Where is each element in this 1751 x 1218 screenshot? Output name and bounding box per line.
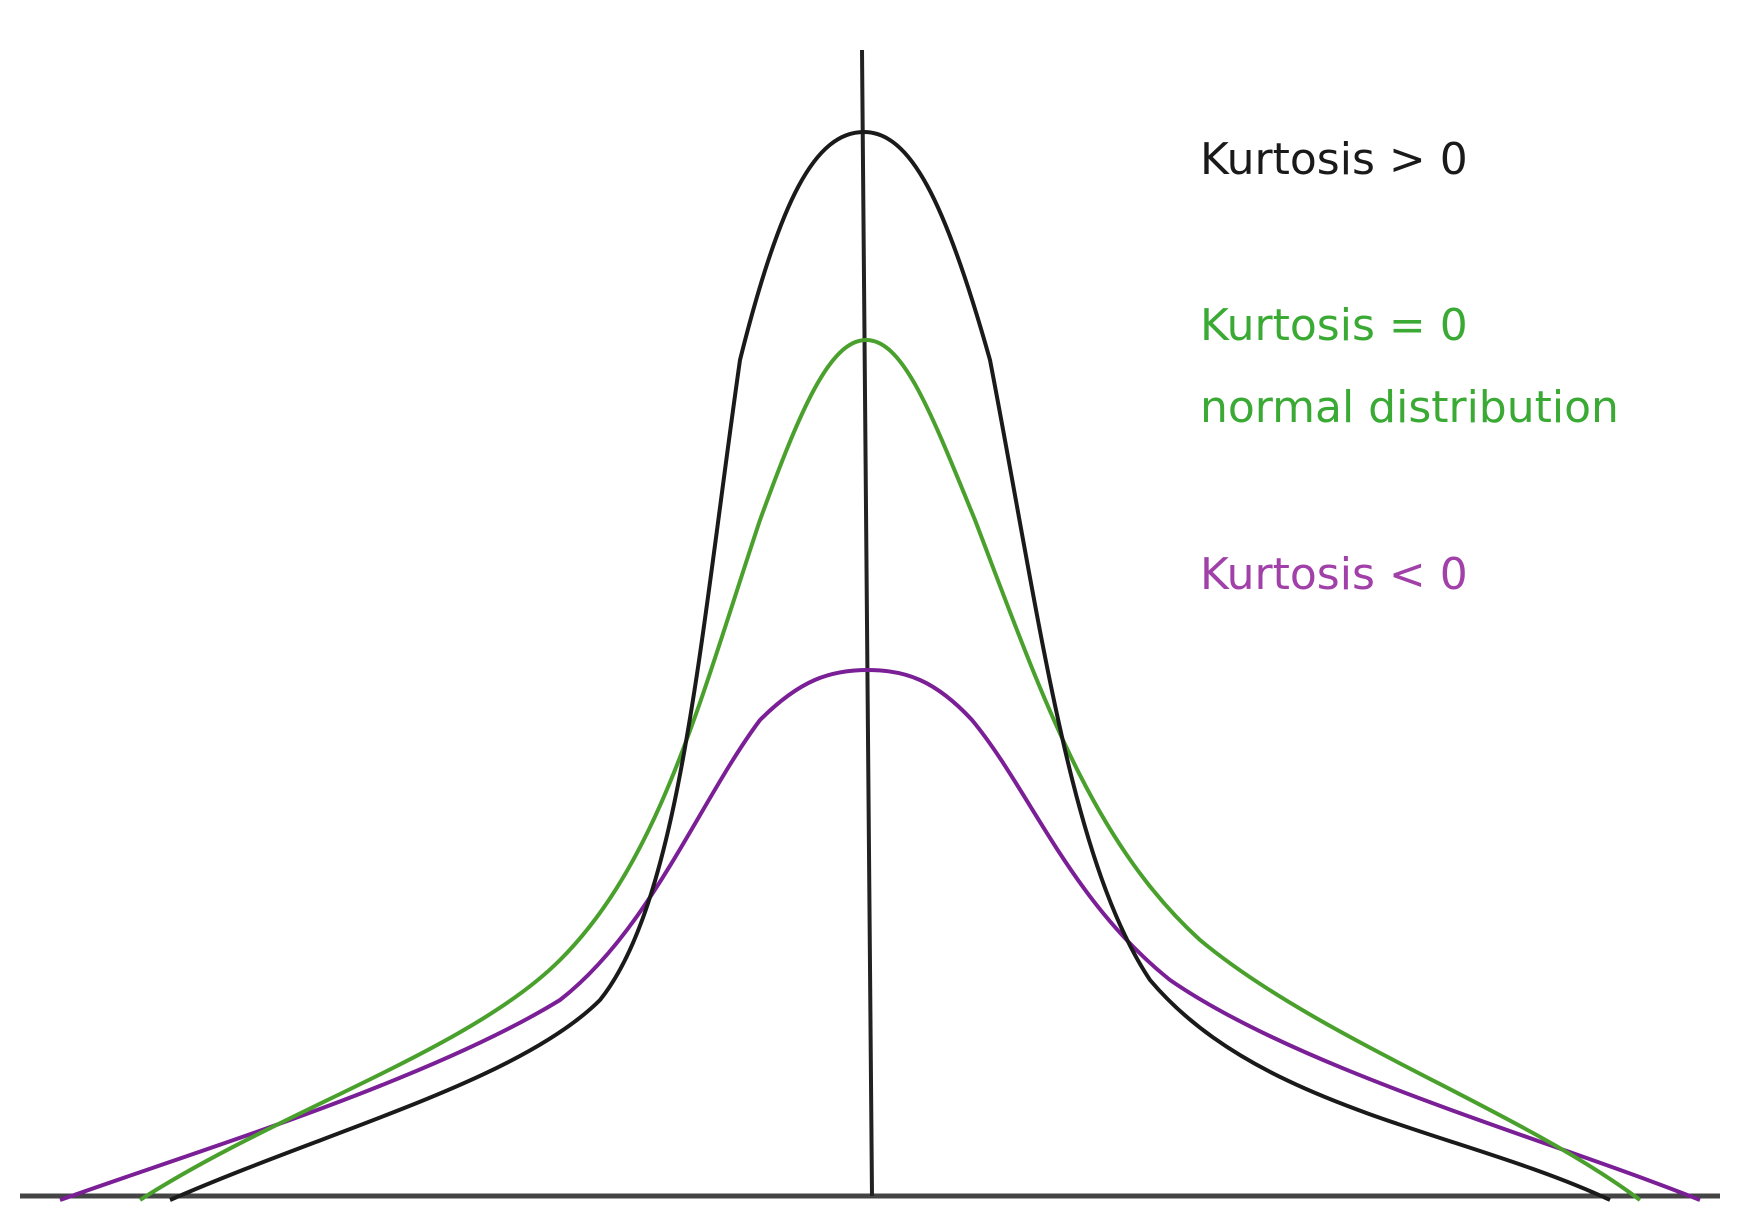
kurtosis-positive-curve [169, 129, 1611, 1202]
kurtosis-negative-curve [59, 667, 1701, 1202]
kurtosis-negative-label: Kurtosis < 0 [1200, 549, 1468, 600]
kurtosis-zero-label: Kurtosis = 0 [1200, 300, 1468, 351]
normal-distribution-label: normal distribution [1200, 382, 1619, 433]
kurtosis-zero-curve [138, 337, 1642, 1202]
center-axis [860, 49, 874, 1197]
kurtosis-positive-label: Kurtosis > 0 [1200, 134, 1468, 185]
